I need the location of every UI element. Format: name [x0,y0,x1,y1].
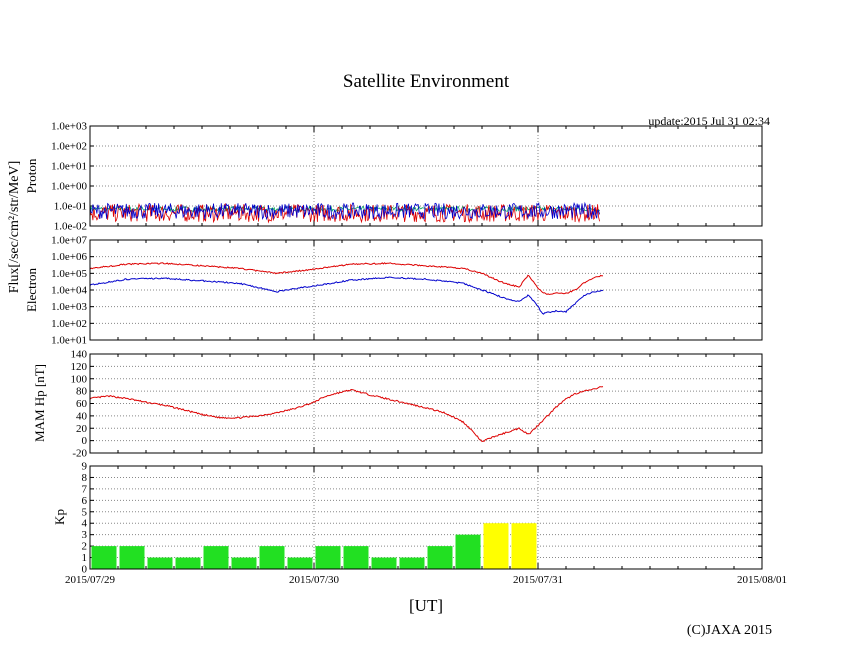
kp-bar [175,557,201,569]
y-tick-label: 2 [82,541,88,553]
y-tick-label: 20 [76,423,88,435]
electron-panel: 1.0e+01 1.0e+02 1.0e+03 1.0e+04 1.0e+05 1.0e+… [51,235,763,347]
hp-axis-label: MAM Hp [nT] [32,364,47,442]
x-tick-label: 2015/07/29 [65,574,116,586]
kp-bar [147,557,173,569]
kp-bar [371,557,397,569]
y-tick-label: 1.0e+06 [51,251,87,263]
y-tick-label: 3 [82,529,88,541]
x-axis-label: [UT] [409,596,443,615]
y-tick-label: 1.0e+04 [51,285,87,297]
y-tick-label: 1.0e-02 [54,221,87,233]
kp-bar [343,546,369,569]
kp-bar [203,546,229,569]
y-tick-label: 1.0e+07 [51,235,87,247]
y-tick-label: 60 [76,398,88,410]
kp-bar [287,557,313,569]
x-tick-label: 2015/07/30 [289,574,340,586]
proton-panel: 1.0e-02 1.0e-01 1.0e+00 1.0e+01 1.0e+02 1.0e+… [51,121,763,233]
kp-frame [89,465,763,570]
hp-line [89,386,604,443]
y-tick-label: 100 [71,373,88,385]
electron-blue-line [89,276,604,315]
x-tick-label: 2015/08/01 [737,574,787,586]
kp-bar [455,534,481,569]
y-tick-label: 1 [82,552,88,564]
y-tick-label: 4 [82,518,88,530]
y-tick-label: 1.0e+02 [51,318,87,330]
electron-frame [89,239,763,341]
electron-red-line [89,262,604,296]
y-tick-label: 140 [71,349,88,361]
kp-bar [315,546,341,569]
y-tick-label: 1.0e+02 [51,141,87,153]
y-tick-label: 1.0e+03 [51,301,87,313]
y-tick-label: 6 [82,495,88,507]
x-tick-label: 2015/07/31 [513,574,563,586]
copyright: (C)JAXA 2015 [687,623,772,638]
y-tick-label: 8 [82,472,88,484]
y-tick-label: 1.0e+00 [51,181,87,193]
kp-bar [427,546,453,569]
y-tick-label: 0 [82,564,88,576]
chart-title: Satellite Environment [343,71,510,92]
kp-bar [511,523,537,569]
y-tick-label: 1.0e+01 [51,161,87,173]
kp-axis-label: Kp [52,509,67,525]
electron-axis-label: Electron [24,267,39,312]
y-tick-label: -20 [72,448,87,460]
y-tick-label: 40 [76,410,88,422]
y-tick-label: 1.0e+03 [51,121,87,133]
y-tick-label: 80 [76,386,88,398]
kp-bar [119,546,145,569]
y-tick-label: 1.0e+05 [51,268,87,280]
kp-bar [399,557,425,569]
proton-frame [89,125,763,227]
y-tick-label: 5 [82,506,88,518]
kp-bar [231,557,257,569]
kp-bar [91,546,117,569]
y-tick-label: 1.0e-01 [54,201,87,213]
proton-high-line [89,201,600,221]
flux-axis-label: Flux[/sec/cm²/str/MeV] [7,161,22,294]
y-tick-label: 7 [82,483,88,495]
y-tick-label: 120 [71,361,88,373]
y-tick-label: 0 [82,435,88,447]
kp-bar [259,546,285,569]
kp-bar [483,523,509,569]
y-tick-label: 9 [82,461,88,473]
y-tick-label: 1.0e+01 [51,335,87,347]
update-timestamp: update:2015 Jul 31 02:34 [648,114,770,128]
proton-axis-label: Proton [24,158,39,193]
mam-hp-frame [89,353,763,454]
